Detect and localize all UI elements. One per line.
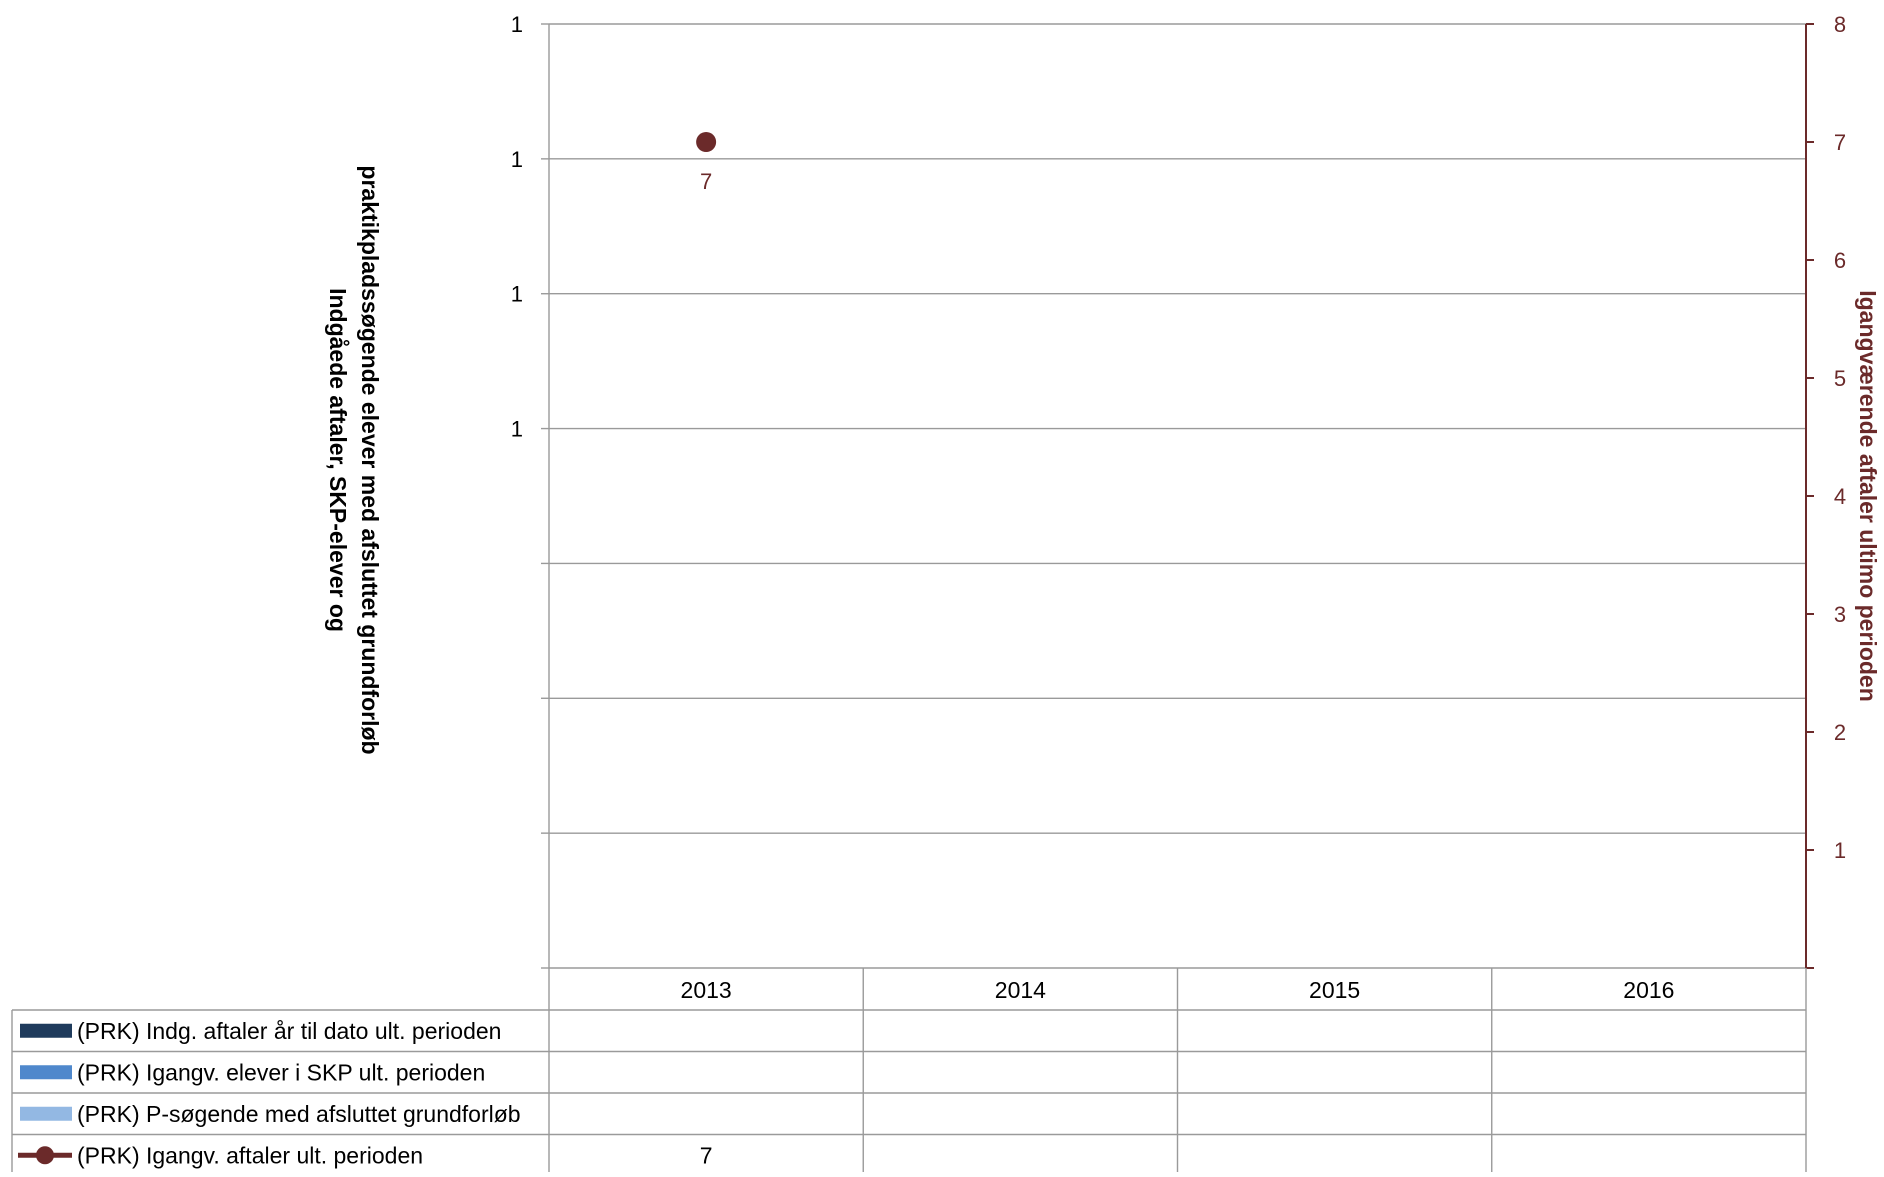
- left-axis: 1 1 1 1 Indgåede aftaler, SKP-elever og prakt…: [325, 12, 550, 969]
- left-axis-title: Indgåede aftaler, SKP-elever og praktikpl…: [325, 165, 383, 754]
- right-tick-label: 6: [1834, 248, 1846, 273]
- left-tick-label: 1: [511, 417, 523, 442]
- right-tick-label: 1: [1834, 838, 1846, 863]
- right-tick-label: 5: [1834, 366, 1846, 391]
- right-axis-title: Igangværende aftaler ultimo perioden: [1855, 290, 1881, 702]
- right-tick-label: 4: [1834, 484, 1846, 509]
- legend-swatch: [20, 1065, 72, 1080]
- category-label: 2015: [1309, 977, 1360, 1003]
- right-tick-label: 7: [1834, 130, 1846, 155]
- legend-marker: [36, 1146, 54, 1165]
- legend-label: (PRK) P-søgende med afsluttet grundforlø…: [77, 1101, 521, 1127]
- data-point: [696, 132, 717, 152]
- left-axis-title-line: praktikpladssøgende elever med afsluttet…: [357, 165, 383, 754]
- legend-label: (PRK) Igangv. aftaler ult. perioden: [77, 1142, 423, 1168]
- category-label: 2014: [995, 977, 1046, 1003]
- right-tick-label: 8: [1834, 12, 1846, 37]
- legend-swatch: [20, 1023, 72, 1038]
- series-marks: 7: [696, 132, 717, 194]
- category-label: 2016: [1623, 977, 1674, 1003]
- legend-label: (PRK) Indg. aftaler år til dato ult. per…: [77, 1018, 501, 1044]
- right-axis: 8 7 6 5 4 3 2 1 Igangværende aftaler ultimo peri…: [1805, 12, 1881, 969]
- left-tick-label: 1: [511, 12, 523, 37]
- legend-swatch: [20, 1106, 72, 1121]
- left-tick-label: 1: [511, 147, 523, 172]
- legend-label: (PRK) Igangv. elever i SKP ult. perioden: [77, 1059, 485, 1085]
- data-table: 2013 2014 2015 2016 (PRK) Indg. aftaler år t…: [11, 968, 1807, 1177]
- left-tick-label: 1: [511, 282, 523, 307]
- data-label: 7: [700, 169, 712, 194]
- table-value: 7: [700, 1142, 713, 1168]
- category-label: 2013: [681, 977, 732, 1003]
- left-axis-title-line: Indgåede aftaler, SKP-elever og: [325, 288, 351, 632]
- gridlines: [549, 23, 1806, 969]
- right-tick-label: 2: [1834, 720, 1846, 745]
- right-tick-label: 3: [1834, 602, 1846, 627]
